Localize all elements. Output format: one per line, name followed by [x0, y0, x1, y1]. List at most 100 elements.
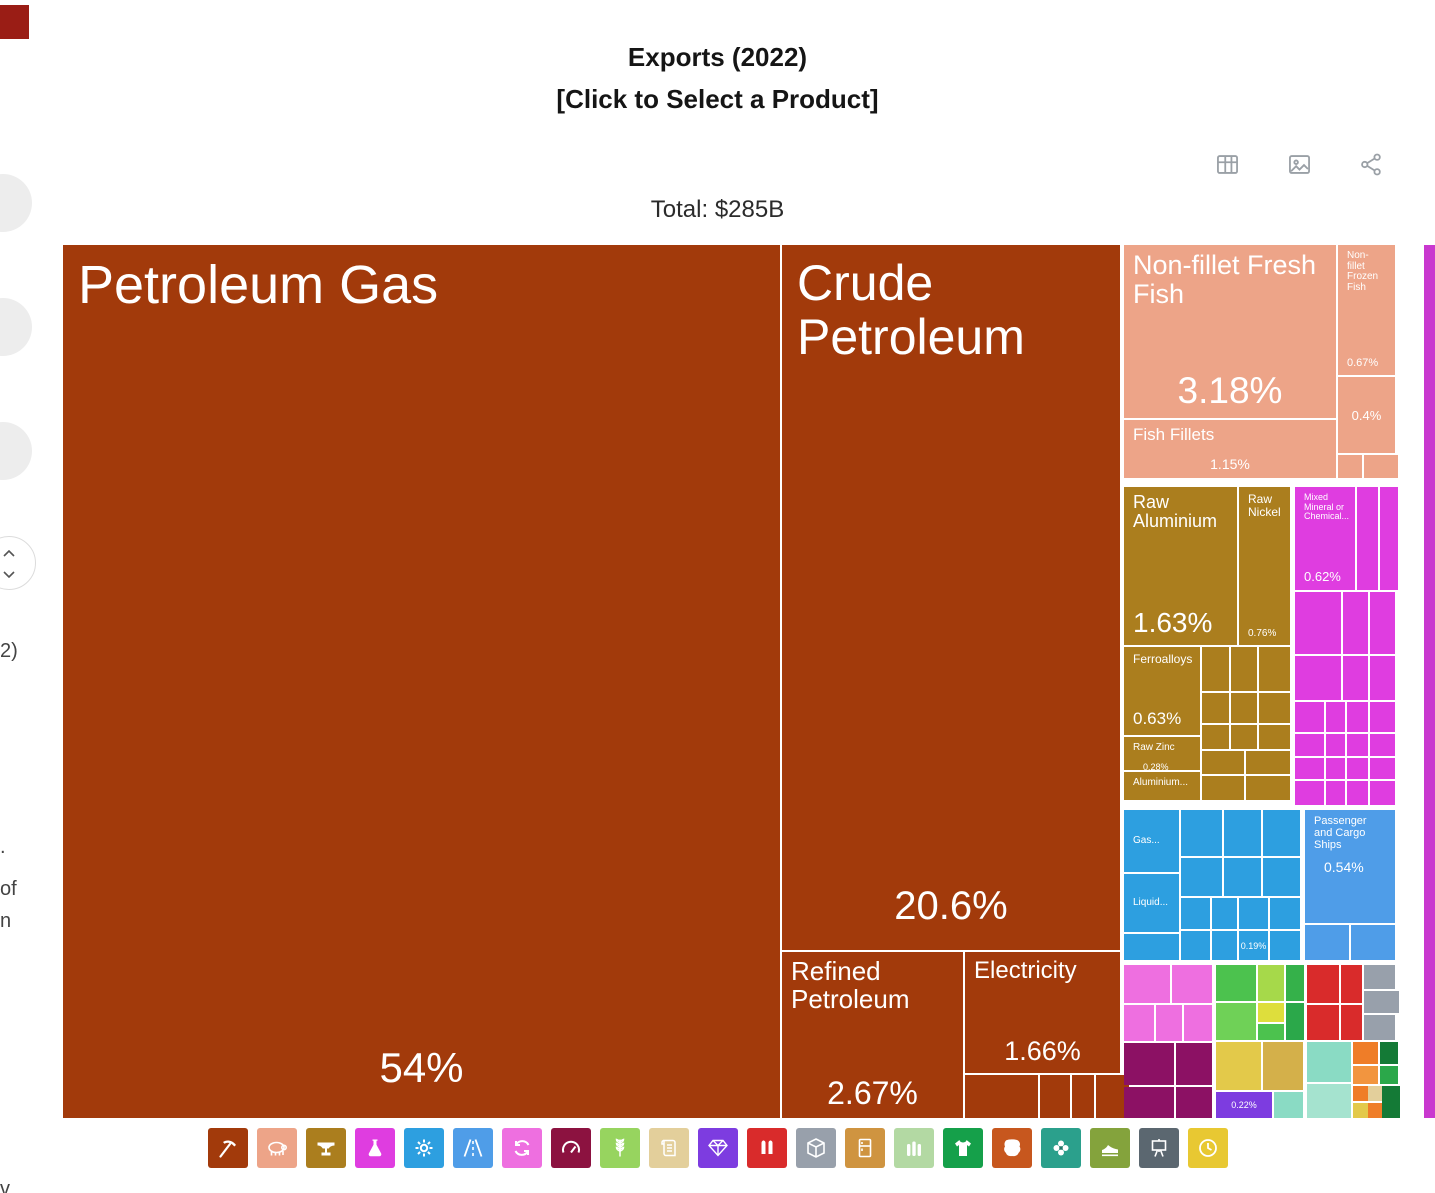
treemap-cell-non-fillet-frozen-fish[interactable]: Non-fillet Frozen Fish 0.67%: [1338, 245, 1395, 375]
treemap-cell[interactable]: [1216, 1003, 1256, 1040]
treemap-cell[interactable]: [1347, 781, 1368, 805]
sidebar-circle-button[interactable]: [0, 422, 32, 480]
treemap-cell[interactable]: 0.19%: [1239, 931, 1268, 960]
treemap-cell[interactable]: [1380, 1066, 1398, 1084]
treemap-cell[interactable]: [1181, 810, 1222, 856]
treemap-cell[interactable]: [1202, 725, 1229, 749]
treemap-cell[interactable]: [1364, 991, 1382, 1013]
treemap-cell[interactable]: [1181, 858, 1222, 896]
road-icon[interactable]: [452, 1128, 493, 1168]
treemap-cell[interactable]: 0.4%: [1338, 377, 1395, 453]
treemap-cell[interactable]: [1231, 693, 1257, 723]
treemap-cell[interactable]: [1202, 693, 1229, 723]
treemap-cell[interactable]: [1181, 931, 1210, 960]
treemap-cell[interactable]: [1176, 1043, 1212, 1085]
flower-icon[interactable]: [1040, 1128, 1081, 1168]
anvil-icon[interactable]: [305, 1128, 346, 1168]
tshirt-icon[interactable]: [942, 1128, 983, 1168]
pickaxe-icon[interactable]: [207, 1128, 248, 1168]
treemap-cell[interactable]: [1343, 592, 1368, 654]
treemap-cell[interactable]: [1295, 758, 1324, 779]
treemap-cell[interactable]: [1176, 1087, 1212, 1118]
treemap-cell[interactable]: [1295, 734, 1324, 756]
treemap-cell[interactable]: [1326, 758, 1345, 779]
scroll-icon[interactable]: [648, 1128, 689, 1168]
easel-icon[interactable]: [1138, 1128, 1179, 1168]
treemap-cell[interactable]: [1263, 1042, 1303, 1090]
treemap-cell[interactable]: [1239, 898, 1268, 929]
treemap-cell[interactable]: [1263, 810, 1300, 856]
treemap-cell[interactable]: [1368, 1103, 1386, 1118]
treemap-cell[interactable]: [1295, 656, 1341, 700]
treemap-cell[interactable]: [1172, 965, 1212, 1003]
treemap-cell[interactable]: [1246, 751, 1290, 774]
treemap-cell[interactable]: [1286, 1003, 1304, 1040]
shoe-icon[interactable]: [1089, 1128, 1130, 1168]
treemap-cell-fish-fillets[interactable]: Fish Fillets 1.15%: [1124, 420, 1336, 478]
hide-icon[interactable]: [991, 1128, 1032, 1168]
treemap-cell[interactable]: [1072, 1075, 1094, 1118]
gear-icon[interactable]: [403, 1128, 444, 1168]
treemap-cell[interactable]: [965, 1075, 1038, 1118]
treemap-cell-raw-aluminium[interactable]: Raw Aluminium 1.63%: [1124, 487, 1237, 645]
sidebar-circle-button[interactable]: [0, 298, 32, 356]
treemap-cell[interactable]: [1258, 1024, 1284, 1040]
treemap-cell[interactable]: [1216, 965, 1256, 1001]
treemap-cell-aluminium[interactable]: Aluminium...: [1124, 772, 1200, 800]
treemap-cell[interactable]: [1370, 781, 1395, 805]
treemap-cell-mixed-mineral-or-chemical[interactable]: Mixed Mineral or Chemical... 0.62%: [1295, 487, 1355, 590]
candles-icon[interactable]: [893, 1128, 934, 1168]
treemap-cell[interactable]: [1286, 965, 1304, 1001]
treemap-cell[interactable]: [1270, 931, 1300, 960]
cabinet-icon[interactable]: [844, 1128, 885, 1168]
clock-icon[interactable]: [1187, 1128, 1228, 1168]
treemap-cell[interactable]: [1364, 965, 1395, 989]
treemap-cell[interactable]: [1357, 487, 1378, 590]
treemap-cell[interactable]: 0.22%: [1216, 1092, 1272, 1118]
treemap-cell-passenger-and-cargo-ships[interactable]: Passenger and Cargo Ships 0.54%: [1305, 810, 1395, 923]
treemap-cell[interactable]: [1368, 1086, 1386, 1101]
treemap-cell[interactable]: [1263, 858, 1300, 896]
treemap-cell[interactable]: [1370, 656, 1395, 700]
gauge-icon[interactable]: [550, 1128, 591, 1168]
treemap-cell[interactable]: [1364, 455, 1382, 478]
treemap-cell[interactable]: [1212, 931, 1237, 960]
treemap-cell[interactable]: [1343, 656, 1368, 700]
treemap-cell[interactable]: [1380, 1042, 1398, 1064]
bullets-icon[interactable]: [746, 1128, 787, 1168]
treemap-cell[interactable]: [1353, 1042, 1378, 1064]
treemap-cell[interactable]: [1156, 1005, 1182, 1041]
treemap-cell[interactable]: [1202, 776, 1244, 800]
pig-icon[interactable]: [256, 1128, 297, 1168]
treemap-cell[interactable]: [1326, 702, 1345, 732]
treemap-cell[interactable]: [1295, 592, 1341, 654]
treemap-cell[interactable]: [1370, 592, 1395, 654]
treemap-cell[interactable]: [1347, 702, 1368, 732]
treemap-cell[interactable]: [1231, 725, 1257, 749]
treemap-cell[interactable]: [1040, 1075, 1070, 1118]
treemap-cell[interactable]: [1181, 898, 1210, 929]
treemap-cell-gas[interactable]: Gas...: [1124, 810, 1179, 872]
treemap-cell-raw-zinc[interactable]: Raw Zinc 0.28%: [1124, 737, 1200, 770]
treemap-cell-raw-nickel[interactable]: Raw Nickel 0.76%: [1239, 487, 1290, 645]
treemap-cell[interactable]: [1353, 1086, 1371, 1101]
treemap-cell[interactable]: [1295, 702, 1324, 732]
treemap-cell[interactable]: [1224, 858, 1261, 896]
treemap-cell[interactable]: [1341, 965, 1362, 1003]
treemap-cell[interactable]: [1224, 810, 1261, 856]
treemap-cell[interactable]: [1259, 725, 1290, 749]
year-stepper[interactable]: [0, 536, 36, 590]
treemap-cell[interactable]: [1351, 925, 1395, 960]
diamond-icon[interactable]: [697, 1128, 738, 1168]
treemap-cell[interactable]: [1096, 1075, 1114, 1118]
treemap-cell[interactable]: [1347, 758, 1368, 779]
treemap-cell[interactable]: [1370, 758, 1395, 779]
treemap-cell[interactable]: [1295, 781, 1324, 805]
treemap-cell-ferroalloys[interactable]: Ferroalloys 0.63%: [1124, 647, 1200, 735]
recycle-icon[interactable]: [501, 1128, 542, 1168]
treemap-cell[interactable]: [1364, 1015, 1395, 1040]
treemap-cell[interactable]: [1353, 1066, 1378, 1084]
treemap-cell[interactable]: [1382, 1086, 1400, 1118]
wheat-icon[interactable]: [599, 1128, 640, 1168]
treemap-cell-liquid[interactable]: Liquid...: [1124, 874, 1179, 932]
